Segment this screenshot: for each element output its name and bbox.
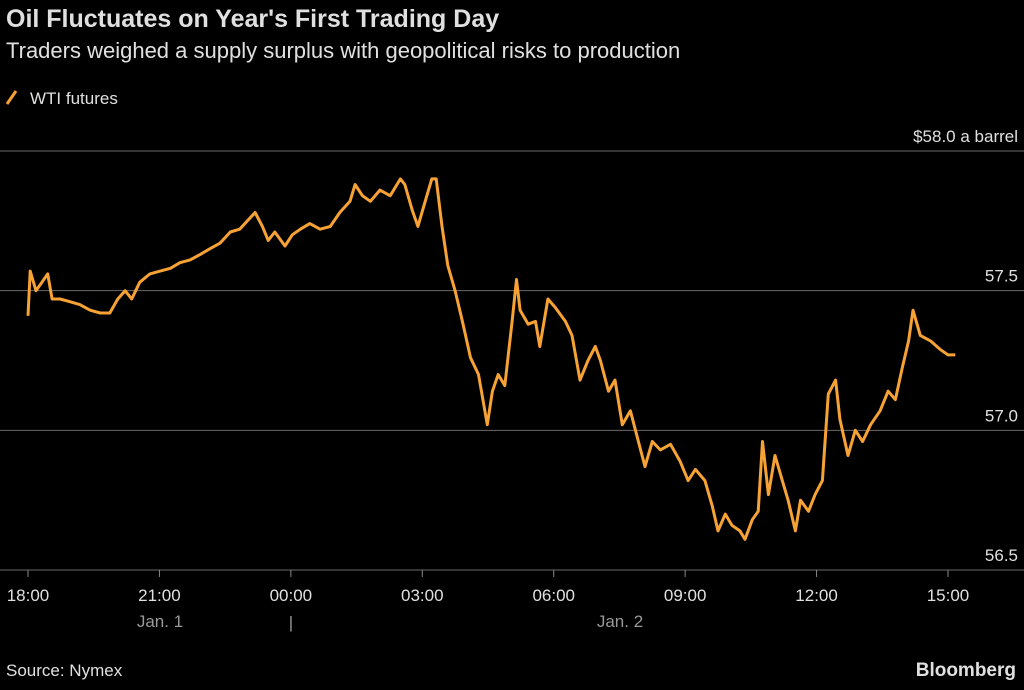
x-tick-label: 18:00 — [7, 586, 50, 605]
source: Source: Nymex — [6, 661, 123, 680]
y-tick-label: 56.5 — [985, 546, 1018, 565]
x-tick-label: 21:00 — [138, 586, 181, 605]
chart-title: Oil Fluctuates on Year's First Trading D… — [6, 5, 499, 33]
data-line — [26, 177, 956, 541]
day-label: Jan. 1 — [137, 612, 183, 631]
y-tick-label: $58.0 a barrel — [913, 127, 1018, 146]
legend-label: WTI futures — [30, 89, 118, 108]
x-tick-label: 03:00 — [401, 586, 444, 605]
x-tick-label: 12:00 — [795, 586, 838, 605]
chart-subtitle: Traders weighed a supply surplus with ge… — [6, 38, 680, 63]
day-label: Jan. 2 — [597, 612, 643, 631]
legend-swatch — [5, 90, 18, 105]
y-tick-label: 57.0 — [985, 406, 1018, 425]
y-tick-label: 57.5 — [985, 267, 1018, 286]
day-separator: | — [289, 613, 293, 632]
x-tick-label: 09:00 — [664, 586, 707, 605]
brand: Bloomberg — [916, 660, 1016, 681]
x-tick-label: 06:00 — [532, 586, 575, 605]
x-tick-label: 15:00 — [927, 586, 970, 605]
x-tick-label: 00:00 — [270, 586, 313, 605]
